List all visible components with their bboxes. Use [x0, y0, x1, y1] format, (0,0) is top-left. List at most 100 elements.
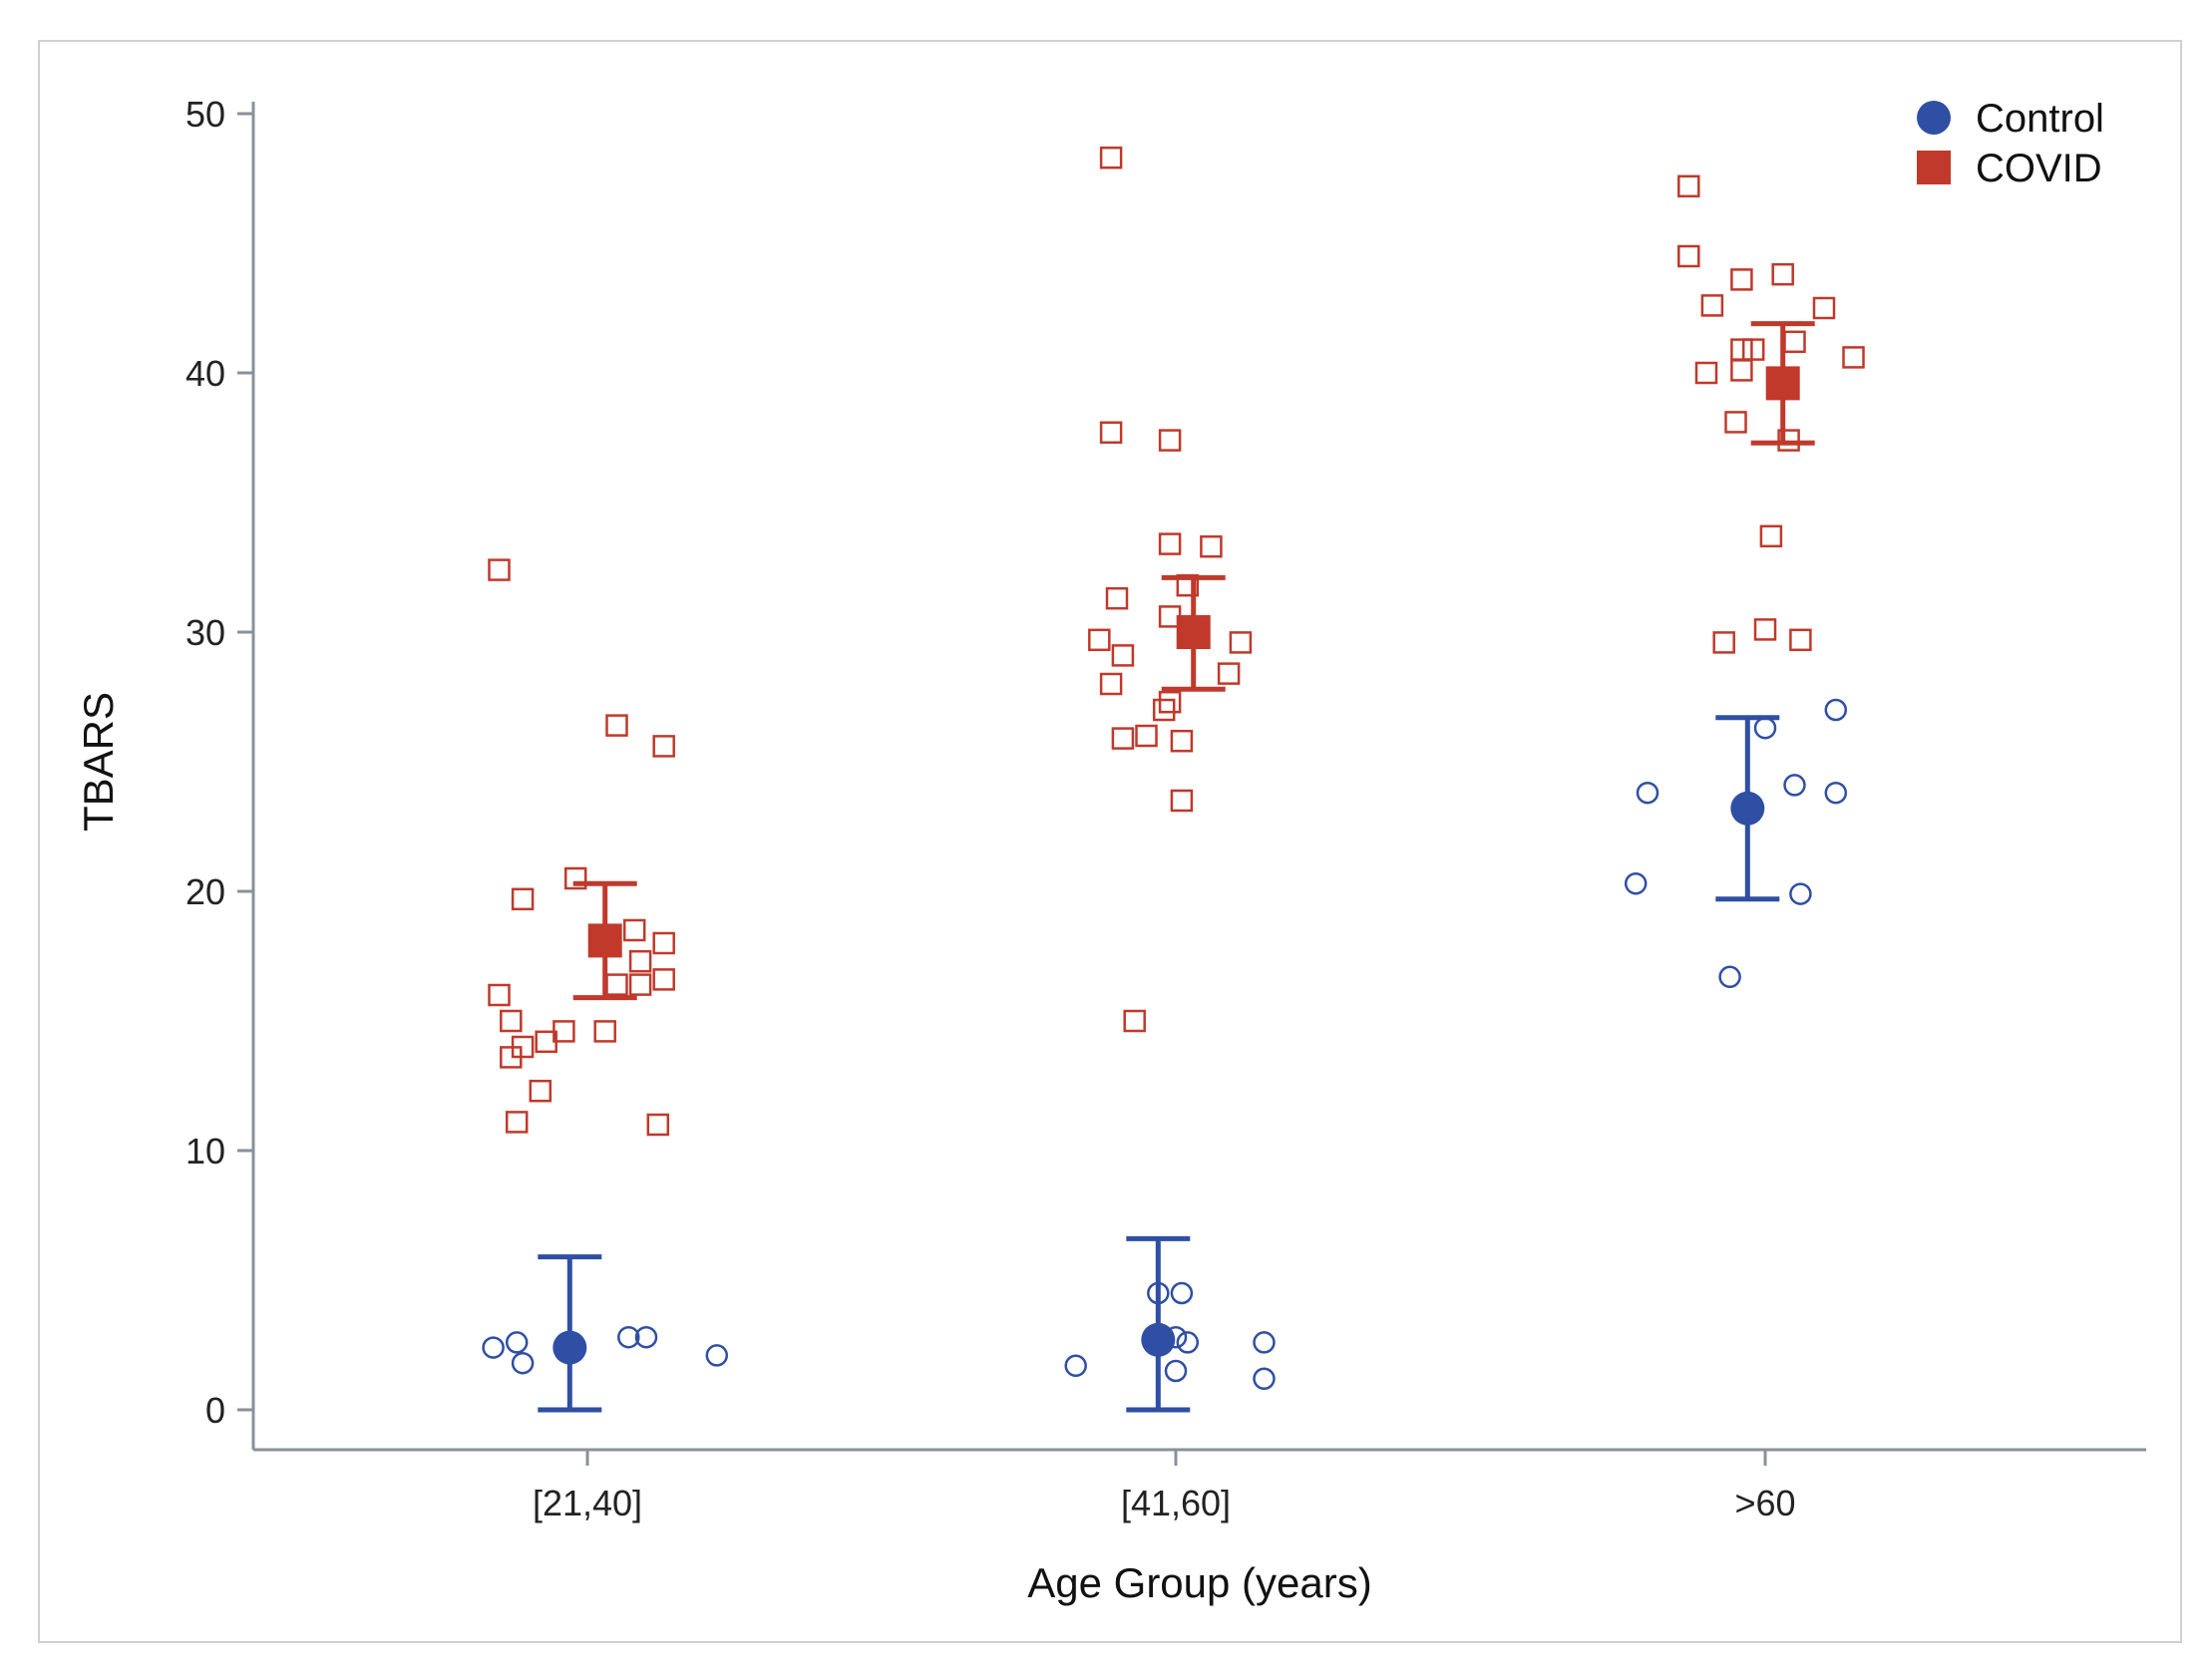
control-point	[1824, 698, 1848, 722]
series-covid	[488, 146, 1865, 1137]
covid-point	[652, 931, 675, 955]
covid-point	[605, 714, 628, 737]
legend-square-icon	[1917, 151, 1951, 184]
covid-error-bar	[1750, 321, 1815, 446]
covid-point	[1170, 729, 1194, 753]
control-point	[1789, 882, 1812, 905]
covid-point	[605, 973, 628, 996]
legend: Control COVID	[1917, 97, 2104, 190]
covid-point	[1200, 534, 1223, 558]
covid-point	[1777, 429, 1800, 452]
covid-point	[1712, 631, 1735, 654]
covid-mean-marker	[587, 923, 622, 958]
covid-point	[1229, 631, 1253, 654]
covid-point	[1111, 727, 1135, 750]
covid-mean-marker	[1176, 615, 1211, 649]
covid-point	[1158, 429, 1182, 452]
control-point	[1783, 774, 1806, 797]
covid-point	[1170, 789, 1194, 813]
y-tick-label: 0	[205, 1390, 225, 1431]
control-point	[1170, 1281, 1194, 1305]
control-point	[634, 1325, 658, 1349]
control-mean-marker	[1141, 1322, 1176, 1357]
control-mean-marker	[553, 1330, 587, 1365]
covid-point	[628, 949, 652, 973]
series-control	[482, 698, 1848, 1413]
control-point	[1718, 965, 1741, 989]
covid-point	[1753, 618, 1777, 641]
covid-point	[1783, 330, 1806, 354]
covid-point	[1099, 672, 1123, 696]
x-axis-title: Age Group (years)	[1027, 1559, 1371, 1606]
covid-point	[593, 1020, 616, 1043]
covid-point	[1123, 1009, 1146, 1033]
covid-point	[1217, 662, 1241, 685]
covid-point	[1724, 411, 1747, 434]
covid-point	[563, 866, 587, 890]
y-tick-label: 40	[185, 353, 225, 394]
y-tick-label: 10	[185, 1131, 225, 1172]
control-point	[482, 1336, 505, 1359]
control-point	[1176, 1331, 1200, 1354]
covid-point	[511, 887, 535, 911]
covid-point	[488, 983, 511, 1007]
x-tick-label: [21,40]	[533, 1483, 642, 1523]
y-tick-label: 20	[185, 871, 225, 912]
control-point	[1624, 871, 1648, 895]
covid-point	[1771, 262, 1794, 286]
control-point	[1824, 781, 1848, 805]
data-marks	[482, 146, 1865, 1413]
covid-point	[1741, 338, 1765, 361]
legend-label: COVID	[1976, 147, 2102, 190]
tbars-chart: 0 10 20 30 40 50 [21,40] [41,60] >60 Age Group (…	[75, 94, 2146, 1606]
covid-point	[1135, 724, 1158, 748]
control-point	[1253, 1331, 1276, 1354]
x-tick-label: >60	[1734, 1483, 1795, 1523]
covid-point	[500, 1046, 523, 1069]
covid-point	[1694, 361, 1718, 385]
covid-point	[1099, 421, 1123, 445]
covid-point	[1152, 698, 1176, 722]
covid-point	[1105, 586, 1129, 610]
covid-point	[1730, 268, 1753, 291]
covid-point	[622, 918, 646, 942]
covid-point	[1700, 294, 1724, 317]
y-axis-title: TBARS	[75, 692, 122, 832]
legend-label: Control	[1976, 97, 2104, 141]
covid-point	[1730, 338, 1753, 361]
covid-point	[1730, 359, 1753, 382]
covid-point	[1099, 146, 1123, 169]
covid-point	[1677, 244, 1700, 268]
covid-mean-marker	[1765, 366, 1800, 401]
y-tick-label: 50	[185, 94, 225, 135]
covid-point	[1789, 628, 1812, 652]
covid-point	[652, 968, 675, 991]
covid-point	[1088, 628, 1111, 652]
covid-point	[535, 1030, 557, 1054]
control-point	[1253, 1367, 1276, 1391]
control-point	[705, 1344, 729, 1367]
control-point	[511, 1351, 535, 1375]
control-error-bar	[1715, 715, 1780, 902]
covid-error-bar	[1161, 574, 1226, 692]
control-point	[1753, 716, 1777, 740]
covid-point	[646, 1113, 670, 1137]
control-point	[617, 1325, 640, 1349]
y-tick-label: 30	[185, 612, 225, 653]
covid-point	[1759, 524, 1783, 548]
legend-circle-icon	[1917, 101, 1951, 135]
covid-point	[1812, 296, 1836, 320]
covid-point	[488, 558, 511, 581]
covid-point	[529, 1079, 553, 1103]
covid-point	[1677, 174, 1700, 198]
legend-item-control: Control	[1917, 97, 2104, 141]
covid-point	[1111, 644, 1135, 667]
covid-error-bar	[572, 880, 637, 1001]
control-error-bar	[1126, 1235, 1191, 1413]
legend-item-covid: COVID	[1917, 147, 2102, 190]
control-point	[1636, 781, 1659, 805]
covid-point	[500, 1009, 523, 1033]
chart-frame: 0 10 20 30 40 50 [21,40] [41,60] >60 Age Group (…	[38, 40, 2182, 1643]
control-mean-marker	[1730, 791, 1765, 826]
axes: 0 10 20 30 40 50 [21,40] [41,60] >60	[185, 94, 2146, 1523]
